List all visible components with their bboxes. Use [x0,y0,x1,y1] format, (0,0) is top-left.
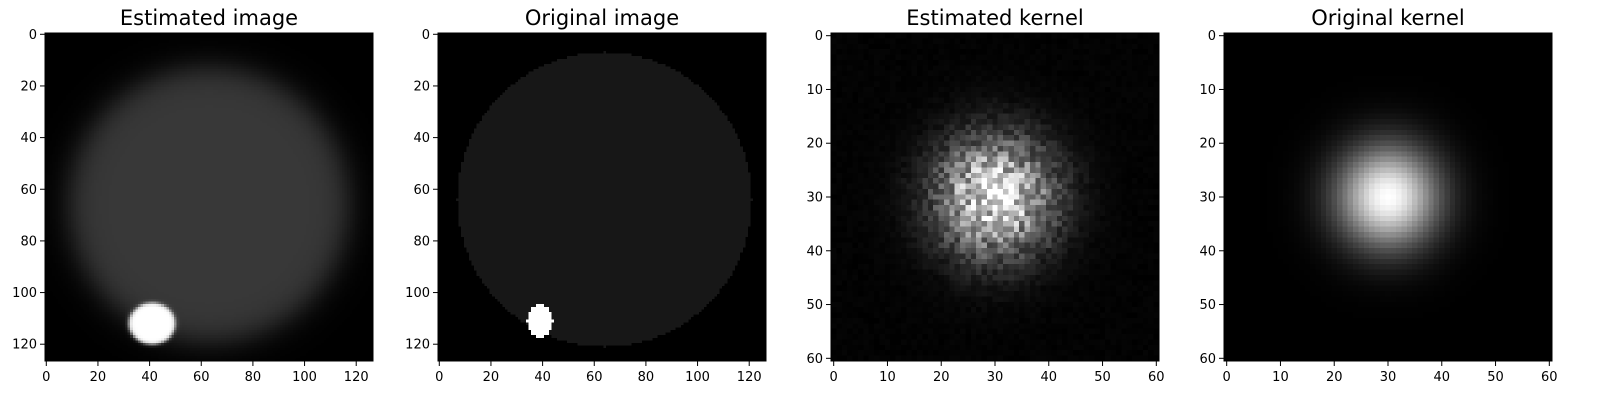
x-tick-label: 0 [1223,370,1231,385]
x-tick-label: 80 [638,370,655,385]
y-tick-label: 100 [405,286,430,301]
x-tick-label: 40 [534,370,551,385]
y-tick-label: 120 [405,338,430,353]
x-tick-label: 40 [1040,370,1057,385]
x-tick-label: 0 [42,370,50,385]
y-tick-label: 50 [1199,298,1216,313]
x-tick-label: 30 [1380,370,1397,385]
y-tick-label: 30 [1199,191,1216,206]
x-tick-label: 10 [879,370,896,385]
x-tick-label: 20 [483,370,500,385]
y-tick-label: 20 [806,137,823,152]
panel-original-kernel: Original kernel 0 10 20 30 40 50 60 0 10 20 30 40 50 6… [1199,6,1557,385]
y-tick-label: 40 [20,131,37,146]
y-tick-label: 60 [806,352,823,367]
panel-title: Estimated image [120,6,298,30]
x-tick-label: 120 [737,370,762,385]
x-tick-label: 100 [685,370,710,385]
x-tick-label: 100 [292,370,317,385]
y-tick-label: 0 [422,28,430,43]
x-tick-label: 50 [1487,370,1504,385]
y-tick-label: 0 [29,28,37,43]
heatmap-image [1224,33,1552,361]
x-tick-label: 10 [1272,370,1289,385]
axes-frame [437,32,767,362]
y-tick-label: 30 [806,191,823,206]
x-tick-label: 0 [435,370,443,385]
panel-estimated-image: Estimated image 0 20 40 60 80 100 120 0 20 40 60 80 1… [12,6,374,385]
y-tick-label: 20 [413,79,430,94]
panel-title: Original image [525,6,679,30]
y-tick-label: 40 [806,244,823,259]
heatmap-image [45,33,373,361]
x-tick-label: 60 [1541,370,1558,385]
panel-estimated-kernel: Estimated kernel 0 10 20 30 40 50 60 0 10 20 30 40 50… [806,6,1164,385]
x-tick-label: 120 [344,370,369,385]
y-tick-label: 60 [1199,352,1216,367]
panel-title: Estimated kernel [906,6,1083,30]
x-tick-label: 60 [1148,370,1165,385]
y-tick-label: 60 [20,183,37,198]
x-tick-label: 60 [586,370,603,385]
x-tick-label: 20 [90,370,107,385]
y-tick-label: 80 [413,234,430,249]
y-tick-label: 40 [1199,244,1216,259]
x-tick-label: 20 [1326,370,1343,385]
y-tick-label: 40 [413,131,430,146]
x-tick-label: 30 [987,370,1004,385]
y-tick-label: 120 [12,338,37,353]
x-tick-label: 80 [245,370,262,385]
panel-title: Original kernel [1311,6,1465,30]
x-tick-label: 20 [933,370,950,385]
y-tick-label: 100 [12,286,37,301]
y-tick-label: 60 [413,183,430,198]
panel-original-image: Original image 0 20 40 60 80 100 120 0 20 40 60 80 10… [405,6,767,385]
y-tick-label: 80 [20,234,37,249]
y-tick-label: 0 [815,29,823,44]
heatmap-image [831,33,1159,361]
y-tick-label: 0 [1208,29,1216,44]
y-tick-label: 20 [1199,137,1216,152]
x-tick-label: 40 [141,370,158,385]
y-tick-label: 20 [20,79,37,94]
x-tick-label: 0 [830,370,838,385]
x-tick-label: 50 [1094,370,1111,385]
x-tick-label: 40 [1433,370,1450,385]
y-tick-label: 10 [806,83,823,98]
heatmap-image [438,33,766,361]
y-tick-label: 50 [806,298,823,313]
axes-frame [44,32,374,362]
x-tick-label: 60 [193,370,210,385]
y-tick-label: 10 [1199,83,1216,98]
